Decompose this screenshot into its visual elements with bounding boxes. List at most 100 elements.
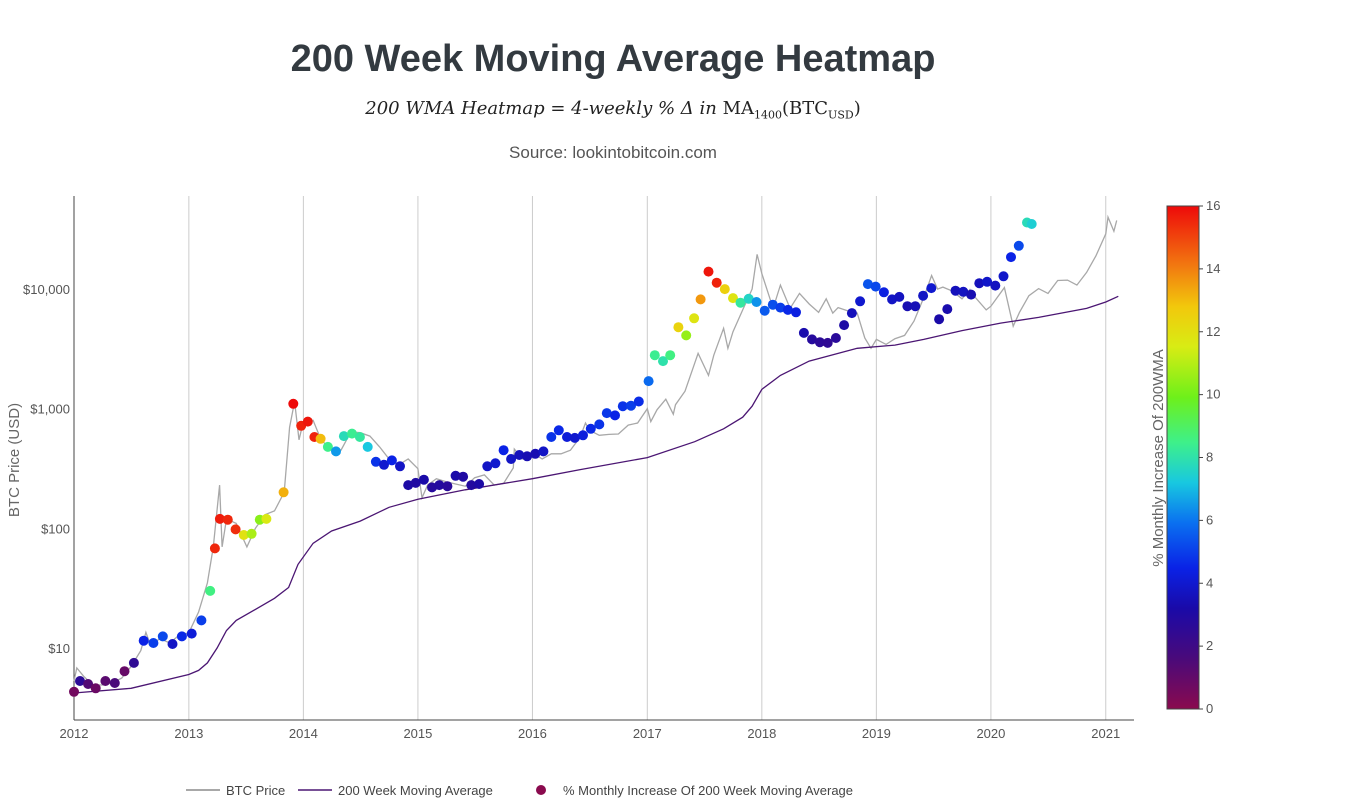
x-axis-ticks: 2012 2013 2014 2015 2016 2017 2018 2019 2020 2021 [60,726,1121,741]
heatmap-markers [69,217,1037,697]
colorbar-ticks: 0 2 4 6 8 10 12 14 16 [1199,198,1220,716]
formula-close: ) [853,98,861,119]
heatmap-marker [338,431,349,442]
y-tick-label: $10,000 [23,282,70,297]
source-note: Source: lookintobitcoin.com [509,143,717,162]
heatmap-marker [315,433,326,444]
legend-label-price: BTC Price [226,783,285,798]
heatmap-marker [69,686,79,697]
heatmap-marker [128,657,139,668]
heatmap-marker [490,458,501,469]
heatmap-marker [728,293,738,304]
x-tick-label: 2020 [976,726,1005,741]
heatmap-marker [594,419,605,430]
heatmap-marker [418,474,429,485]
heatmap-marker [109,678,120,688]
heatmap-marker [822,337,833,348]
heatmap-marker [601,408,612,419]
formula-btc-sub: USD [828,108,854,122]
heatmap-marker [998,271,1009,282]
legend: BTC Price 200 Week Moving Average % Mont… [186,783,853,798]
heatmap-marker [902,301,913,312]
wma-200-line [73,295,1119,694]
heatmap-marker [626,400,636,411]
heatmap-marker [546,432,557,442]
legend-item-200wma[interactable]: 200 Week Moving Average [298,783,493,798]
heatmap-marker [910,301,921,312]
heatmap-marker [807,334,817,345]
heatmap-marker [176,631,187,642]
colorbar-tick-label: 12 [1206,324,1220,339]
heatmap-marker [990,280,1001,291]
colorbar-tick-label: 6 [1206,512,1213,527]
colorbar-tick-label: 14 [1206,261,1220,276]
heatmap-marker [167,639,178,649]
heatmap-marker [578,430,588,441]
heatmap-marker [658,356,668,367]
x-tick-label: 2014 [289,726,318,741]
heatmap-marker [926,283,937,294]
heatmap-marker [711,277,722,288]
colorbar-title: % Monthly Increase Of 200WMA [1150,349,1167,567]
heatmap-marker [302,416,313,427]
y-tick-label: $1,000 [30,402,70,417]
heatmap-marker [767,299,778,310]
heatmap-marker [458,471,469,482]
x-tick-label: 2012 [60,726,89,741]
colorbar-tick-label: 0 [1206,701,1213,716]
colorbar-tick-label: 8 [1206,450,1213,465]
heatmap-marker [942,304,953,315]
heatmap-marker [673,322,684,333]
legend-label-marker: % Monthly Increase Of 200 Week Moving Av… [563,783,853,798]
chart-title: 200 Week Moving Average Heatmap [290,38,936,80]
colorbar-tick-label: 4 [1206,575,1213,590]
heatmap-marker [538,446,549,457]
heatmap-marker [214,513,225,524]
heatmap-marker [362,441,373,452]
heatmap-marker [1013,240,1024,251]
heatmap-marker [442,481,453,492]
heatmap-marker [689,313,700,324]
heatmap-marker [278,487,289,498]
heatmap-marker [138,635,149,646]
x-gridlines [188,196,1107,720]
heatmap-marker [222,514,233,525]
heatmap-marker [100,676,111,686]
heatmap-marker [846,308,857,319]
heatmap-marker [230,524,241,535]
heatmap-marker [958,286,969,297]
legend-item-btc-price[interactable]: BTC Price [186,783,285,798]
heatmap-marker [498,445,509,456]
x-tick-label: 2018 [747,726,776,741]
y-axis-ticks: $10 $100 $1,000 $10,000 [23,282,70,656]
heatmap-marker [450,470,461,481]
heatmap-marker [798,327,809,338]
heatmap-marker [839,320,850,331]
heatmap-marker [119,666,130,677]
heatmap-marker [617,401,628,412]
heatmap-marker [649,350,660,361]
heatmap-marker [331,446,341,457]
heatmap-marker [347,428,357,439]
heatmap-marker [261,513,272,524]
heatmap-marker [395,461,405,472]
heatmap-marker [522,451,533,462]
heatmap-marker [791,307,801,318]
heatmap-marker [862,279,873,290]
x-tick-label: 2013 [174,726,203,741]
heatmap-marker [530,448,541,459]
heatmap-marker [870,281,881,292]
heatmap-marker [83,679,94,689]
colorbar: 0 2 4 6 8 10 12 14 16 % Monthly Increase Of 200W… [1150,198,1220,716]
legend-item-monthly-increase[interactable]: % Monthly Increase Of 200 Week Moving Av… [536,783,853,798]
heatmap-marker [474,479,485,489]
heatmap-marker [209,543,220,554]
heatmap-marker [186,628,197,639]
heatmap-marker [934,314,945,325]
heatmap-marker [830,333,841,343]
x-tick-label: 2021 [1091,726,1120,741]
y-tick-label: $10 [48,641,70,656]
x-tick-label: 2016 [518,726,547,741]
colorbar-tick-label: 16 [1206,198,1220,213]
colorbar-tick-label: 2 [1206,638,1213,653]
